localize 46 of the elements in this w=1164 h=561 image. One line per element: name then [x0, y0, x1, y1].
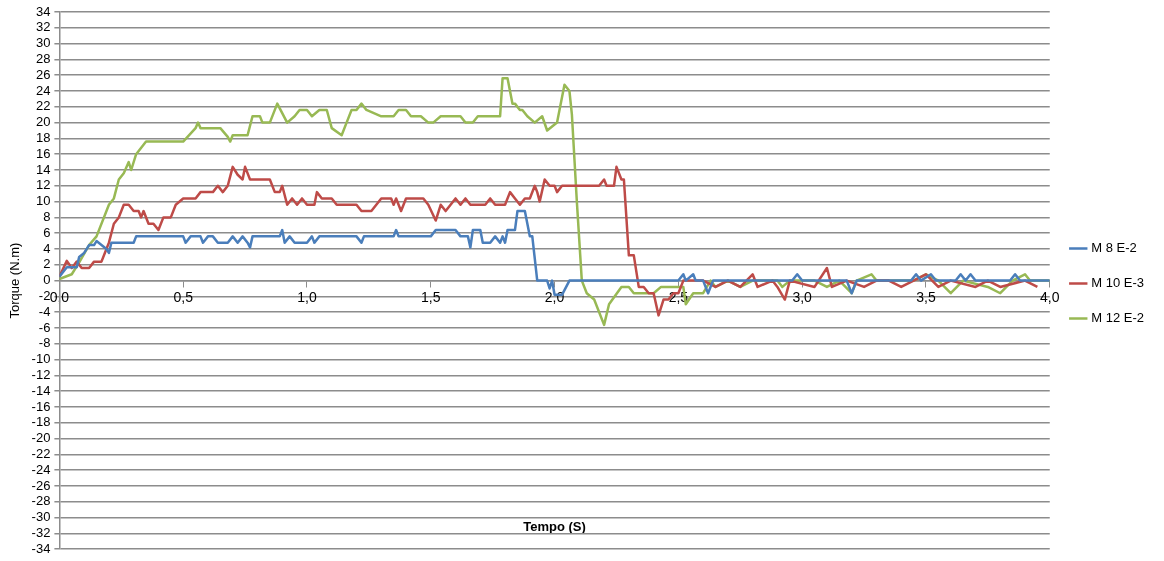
y-tick-label: -4 — [38, 303, 51, 319]
y-tick-label: -34 — [31, 540, 51, 556]
y-tick-label: 8 — [43, 208, 51, 224]
y-tick-label: -2 — [38, 287, 51, 303]
x-tick-label: 3,0 — [792, 288, 813, 305]
y-tick-label: -10 — [31, 351, 51, 367]
x-axis-title: Tempo (S) — [523, 518, 586, 534]
y-tick-label: 2 — [43, 256, 51, 272]
y-tick-label: -32 — [31, 524, 51, 540]
y-tick-label: 16 — [35, 145, 51, 161]
y-tick-label: -28 — [31, 493, 51, 509]
y-tick-label: -22 — [31, 445, 51, 461]
x-tick-label: 0,5 — [173, 288, 194, 305]
y-tick-label: -18 — [31, 414, 51, 430]
y-tick-label: 28 — [35, 50, 51, 66]
y-tick-label: 10 — [35, 193, 51, 209]
y-tick-label: -16 — [31, 398, 51, 414]
y-tick-label: 34 — [35, 3, 51, 19]
y-tick-label: 32 — [35, 19, 51, 35]
x-tick-label: 1,5 — [421, 288, 441, 305]
y-tick-label: 6 — [43, 224, 51, 240]
x-tick-label: 1,0 — [297, 288, 317, 305]
legend-label: M 12 E-2 — [1091, 310, 1145, 326]
y-tick-label: 4 — [43, 240, 51, 256]
y-tick-label: -8 — [38, 335, 51, 351]
y-tick-label: -14 — [31, 382, 51, 398]
y-tick-label: 30 — [35, 35, 51, 51]
y-tick-label: -12 — [31, 366, 51, 382]
y-tick-label: 14 — [35, 161, 51, 177]
y-tick-label: 24 — [35, 82, 51, 98]
x-tick-label: 3,5 — [916, 288, 936, 305]
y-axis-title: Torque (N.m) — [7, 242, 23, 319]
y-tick-label: 18 — [35, 129, 51, 145]
legend-label: M 8 E-2 — [1091, 240, 1137, 256]
y-tick-label: 20 — [35, 114, 51, 130]
y-tick-label: -20 — [31, 430, 51, 446]
legend-label: M 10 E-3 — [1091, 275, 1145, 291]
y-tick-label: -30 — [31, 509, 51, 525]
y-tick-label: 22 — [35, 98, 51, 114]
y-tick-label: 12 — [35, 177, 51, 193]
y-tick-label: 26 — [35, 66, 51, 82]
y-tick-label: -26 — [31, 477, 51, 493]
y-tick-label: 0 — [43, 272, 51, 288]
x-tick-label: 4,0 — [1040, 288, 1060, 305]
y-tick-label: -6 — [38, 319, 51, 335]
y-tick-label: -24 — [31, 461, 51, 477]
